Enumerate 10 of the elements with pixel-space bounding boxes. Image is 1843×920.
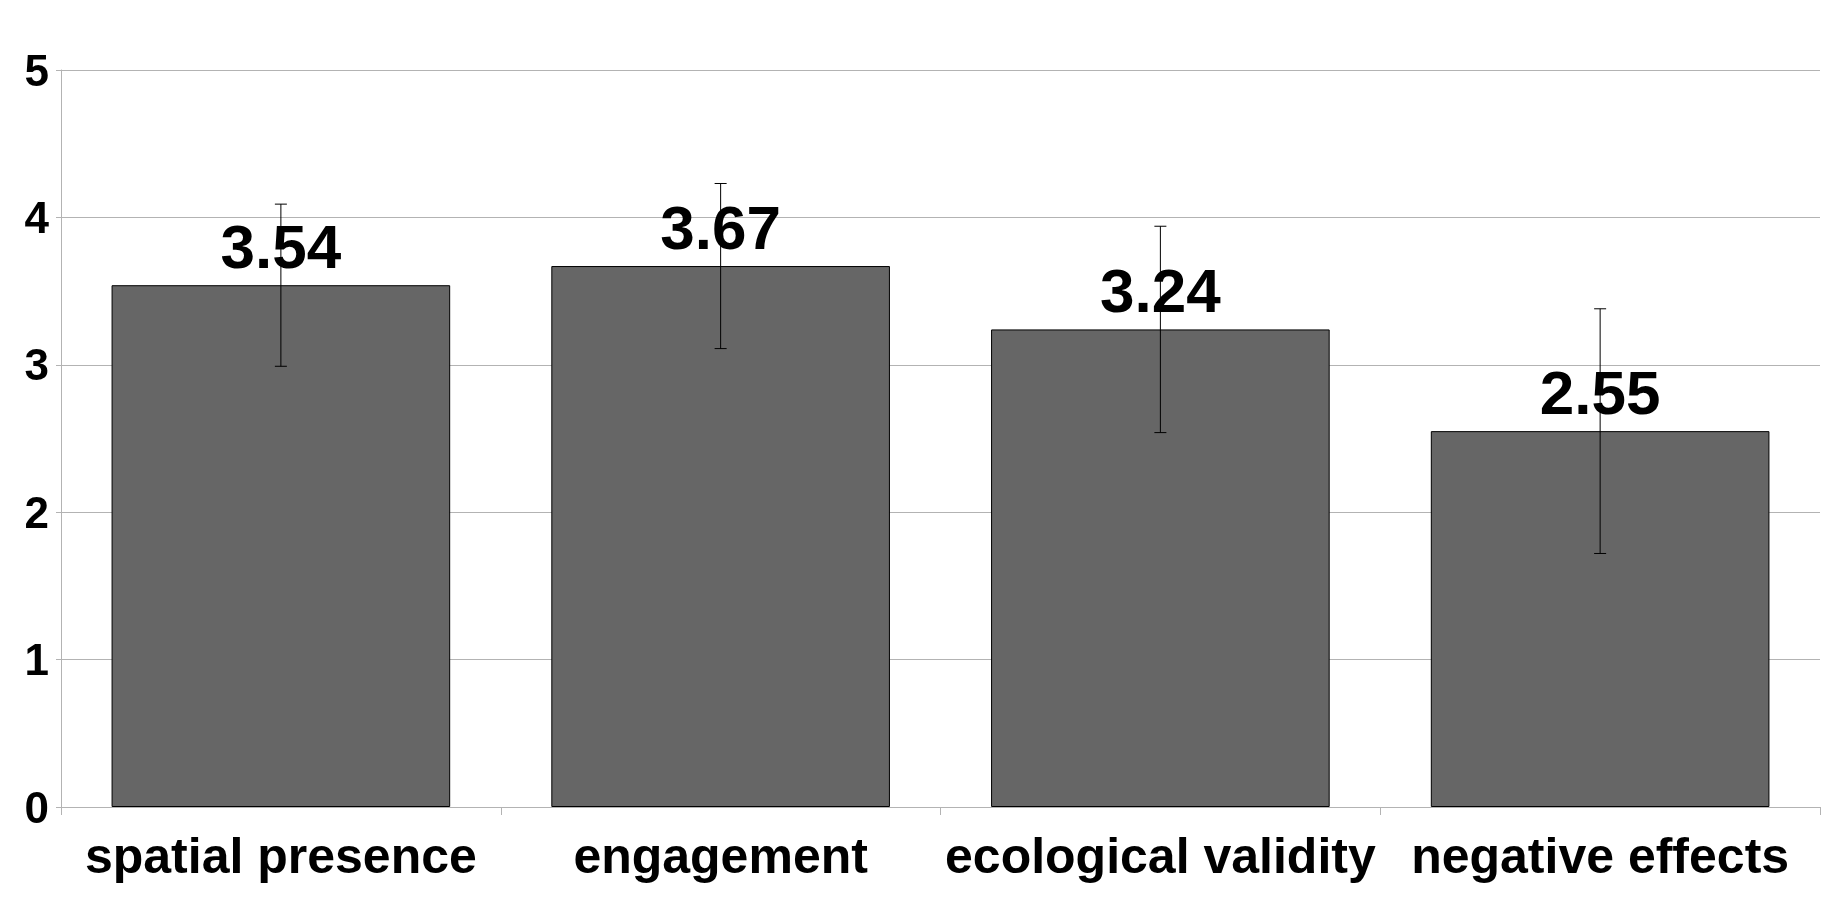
x-tick-label: engagement bbox=[573, 828, 869, 884]
y-tick-label: 5 bbox=[24, 45, 49, 95]
x-tick-label: ecological validity bbox=[945, 828, 1376, 884]
x-tick-label: spatial presence bbox=[84, 828, 477, 884]
x-tick-label: negative effects bbox=[1411, 828, 1790, 884]
y-tick-label: 0 bbox=[24, 782, 49, 832]
y-tick-label: 2 bbox=[24, 487, 49, 537]
y-tick-label: 4 bbox=[24, 192, 50, 242]
y-tick-label: 1 bbox=[24, 635, 49, 685]
y-tick-label: 3 bbox=[24, 340, 49, 390]
